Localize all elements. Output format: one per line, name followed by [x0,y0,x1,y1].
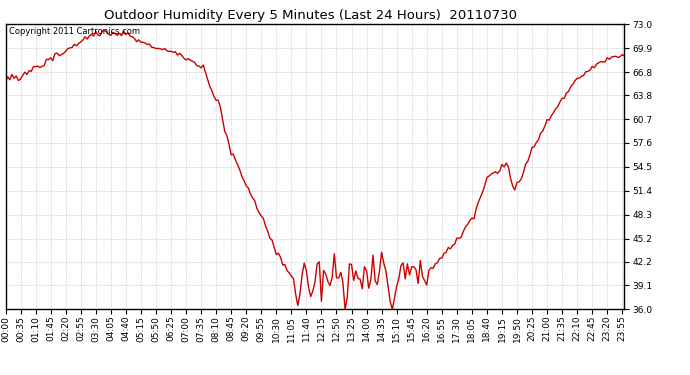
Text: Copyright 2011 Cartronics.com: Copyright 2011 Cartronics.com [8,27,139,36]
Text: Outdoor Humidity Every 5 Minutes (Last 24 Hours)  20110730: Outdoor Humidity Every 5 Minutes (Last 2… [104,9,517,22]
